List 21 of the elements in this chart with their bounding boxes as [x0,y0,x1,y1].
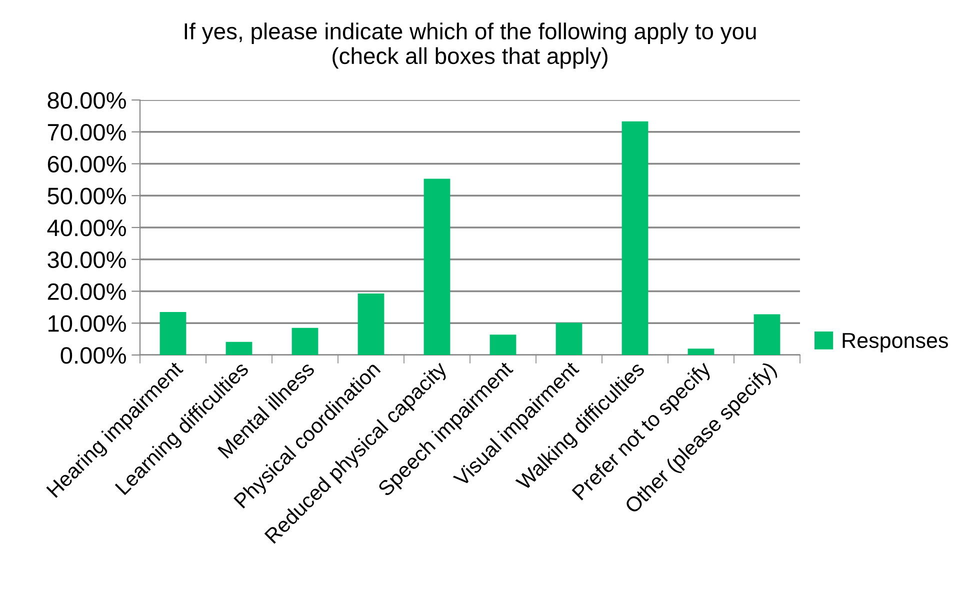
y-tick-label: 10.00% [48,315,126,332]
bar [754,314,780,355]
bar [556,322,582,355]
bar [358,293,384,355]
y-tick-label: 20.00% [48,283,126,300]
y-tick-label: 70.00% [48,124,126,141]
y-tick-label: 50.00% [48,188,126,204]
y-tick-label: 0.00% [60,347,126,364]
y-tick-label: 40.00% [47,220,126,236]
bar [688,348,714,355]
chart-title: If yes, please indicate which of the following apply to you (check all boxes that apply) [184,22,756,69]
y-tick-label: 80.00% [48,92,126,109]
bar [160,312,186,355]
bar [292,328,318,355]
y-tick-label: 30.00% [48,251,126,268]
bar [490,334,516,355]
legend-label: Responses [842,333,948,352]
bar [424,178,450,355]
bar [226,342,252,355]
y-tick-label: 60.00% [48,156,126,173]
bar [622,121,648,355]
